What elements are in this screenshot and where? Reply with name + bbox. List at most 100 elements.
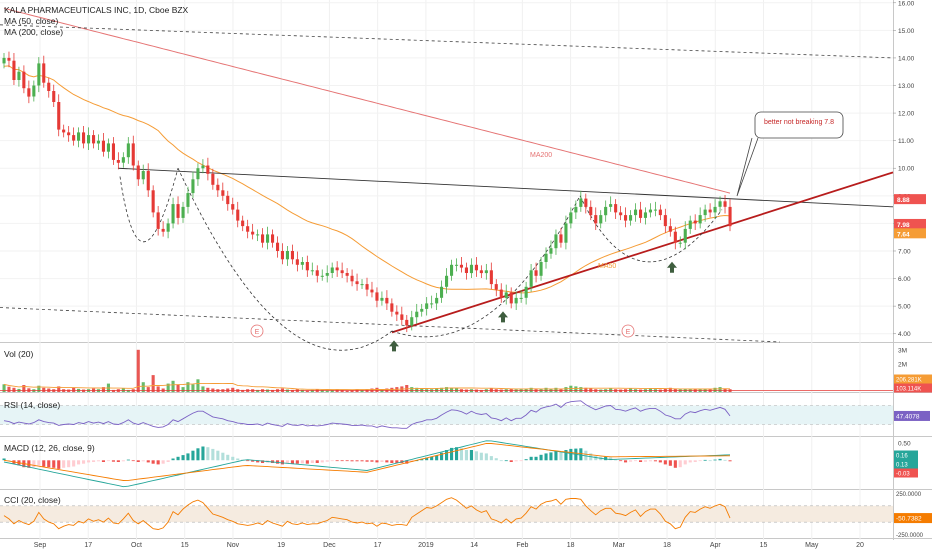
price-tag-box — [894, 228, 926, 239]
candle-body — [524, 286, 528, 298]
ma50-legend: MA (50, close) — [4, 16, 58, 26]
volume-bar — [445, 387, 449, 392]
macd-histogram-bar — [683, 460, 687, 465]
macd-histogram-bar — [484, 453, 488, 461]
volume-bar — [300, 389, 304, 392]
candle-body — [723, 201, 727, 207]
volume-bar — [201, 386, 205, 392]
price-tag-label: 7.98 — [897, 222, 910, 229]
candle-body — [295, 259, 299, 265]
macd-histogram-bar — [171, 458, 175, 461]
price-tag: 7.98 — [894, 218, 926, 229]
volume-bar — [176, 385, 180, 392]
time-axis-label: 15 — [181, 542, 189, 549]
time-axis-label: Nov — [227, 542, 240, 549]
candle-body — [37, 63, 41, 86]
candle-body — [554, 234, 558, 249]
candle-body — [221, 190, 225, 196]
volume-bar — [256, 389, 260, 392]
candle-body — [703, 209, 707, 216]
rsi-panel-title: RSI (14, close) — [4, 400, 60, 410]
candle-body — [579, 198, 583, 207]
candle-body — [718, 201, 722, 207]
candle-body — [658, 209, 662, 216]
candle-body — [206, 165, 210, 174]
candle-body — [131, 143, 135, 166]
macd-histogram-bar — [345, 460, 349, 462]
candle-body — [32, 85, 36, 97]
rsi-band — [0, 405, 893, 425]
macd-histogram-bar — [604, 456, 608, 461]
candle-body — [559, 234, 563, 243]
macd-histogram-bar — [360, 460, 364, 462]
volume-bar — [718, 387, 722, 392]
candle-body — [27, 88, 31, 97]
volume-bar — [196, 379, 200, 392]
candle-body — [201, 165, 205, 169]
volume-bar — [206, 387, 210, 392]
price-tag-label: 8.88 — [897, 197, 910, 204]
candle-body — [67, 132, 71, 136]
candle-body — [166, 223, 170, 232]
ma200-line — [3, 7, 731, 194]
macd-histogram-bar — [723, 459, 727, 461]
macd-histogram-bar — [62, 460, 66, 468]
candle-body — [111, 143, 115, 160]
candle-body — [176, 204, 180, 218]
candle-body — [440, 286, 444, 298]
macd-histogram-bar — [395, 460, 399, 463]
macd-histogram-bar — [176, 456, 180, 461]
macd-histogram-bar — [544, 453, 548, 461]
price-axis-label: 7.00 — [898, 248, 911, 255]
macd-histogram-bar — [629, 460, 633, 462]
candle-body — [256, 234, 260, 236]
macd-histogram-bar — [2, 458, 6, 461]
volume-bar — [126, 389, 130, 392]
macd-histogram-bar — [405, 460, 409, 464]
macd-histogram-bar — [285, 460, 289, 464]
macd-histogram-bar — [440, 452, 444, 461]
volume-bar — [136, 349, 140, 392]
candle-body — [191, 179, 195, 194]
cci-value-tag: -50.7382 — [894, 513, 932, 524]
candle-body — [728, 206, 732, 227]
candle-body — [285, 251, 289, 260]
macd-histogram-bar — [211, 448, 215, 461]
macd-histogram-bar — [435, 455, 439, 461]
macd-histogram-bar — [320, 460, 324, 463]
candle-body — [599, 215, 603, 224]
candle-body — [121, 157, 125, 163]
candle-body — [325, 273, 329, 276]
candle-body — [474, 264, 478, 271]
macd-histogram-bar — [186, 453, 190, 461]
cup-arc-1 — [119, 168, 179, 243]
macd-histogram-bar — [639, 460, 643, 462]
macd-value-tag: 0.16 — [894, 450, 918, 460]
macd-histogram-bar — [67, 460, 71, 468]
macd-histogram-bar — [430, 456, 434, 461]
macd-histogram-bar — [634, 460, 638, 462]
macd-histogram-bar — [479, 452, 483, 461]
macd-histogram-bar — [315, 460, 319, 463]
candle-body — [52, 91, 56, 102]
macd-histogram-bar — [295, 460, 299, 464]
macd-histogram-bar — [206, 447, 210, 461]
volume-value-box — [894, 374, 932, 384]
candle-body — [181, 206, 185, 218]
macd-histogram-bar — [330, 460, 334, 462]
candle-body — [395, 311, 399, 315]
candle-body — [663, 215, 667, 227]
candle-body — [435, 297, 439, 304]
macd-histogram-bar — [300, 460, 304, 464]
macd-histogram-bar — [126, 459, 130, 461]
candle-body — [549, 248, 553, 254]
macd-histogram-bar — [156, 460, 160, 465]
volume-bar — [325, 390, 329, 392]
earnings-marker: E — [621, 324, 635, 338]
volume-bar — [564, 387, 568, 392]
macd-histogram-bar — [688, 460, 692, 463]
volume-bar — [12, 387, 16, 392]
price-axis-label: 10.00 — [898, 166, 915, 173]
volume-bar — [27, 388, 31, 392]
